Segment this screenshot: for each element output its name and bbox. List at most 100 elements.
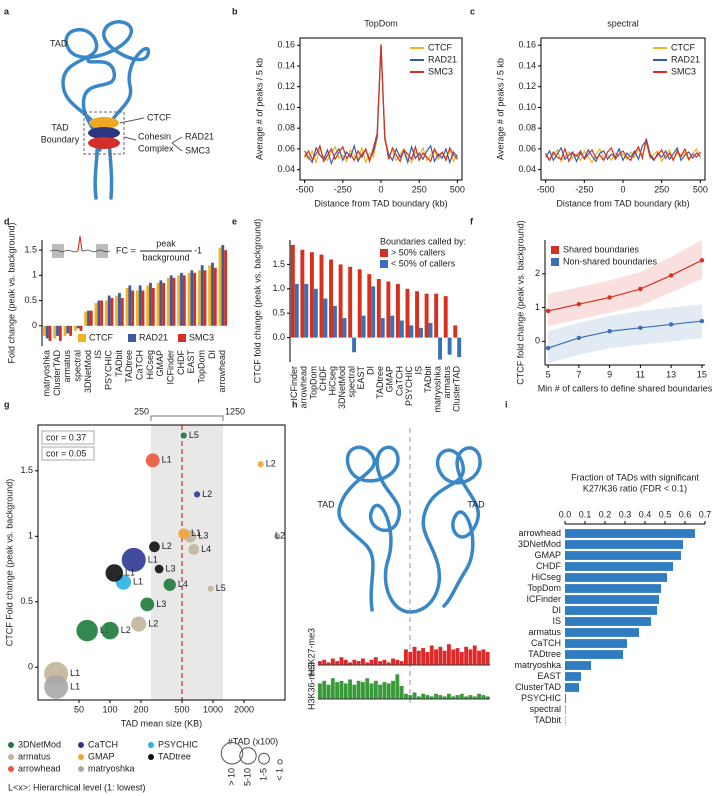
bar: [73, 325, 77, 331]
panel-letter: a: [4, 6, 10, 16]
point: [545, 345, 551, 351]
line: [304, 44, 458, 164]
bar: [329, 259, 333, 338]
track-bar: [395, 674, 400, 699]
track-bar: [391, 658, 395, 665]
panel-letter: d: [4, 216, 10, 226]
point-label: L1: [162, 455, 172, 465]
bar: [84, 311, 88, 326]
track-bar: [468, 649, 473, 665]
track-bar: [326, 684, 331, 699]
x-tick-label: 0.4: [639, 509, 652, 519]
y-tick-label: 0.04: [277, 164, 295, 174]
y-axis-label: Average # of peaks / 5 kb: [495, 58, 505, 160]
track-bar: [472, 696, 477, 699]
track-bar: [322, 659, 327, 665]
y-tick-label: 0.06: [518, 143, 536, 153]
bar: [169, 275, 173, 326]
x-tick-label: -500: [296, 184, 314, 194]
track-bar: [373, 657, 378, 665]
legend-label: > 50% callers: [391, 247, 446, 257]
bar: [565, 683, 579, 692]
bar: [100, 300, 104, 326]
panel-letter: c: [470, 6, 475, 16]
size-legend-circle: [258, 752, 270, 765]
y-tick-label: 0.08: [277, 123, 295, 133]
cohesin-label: Cohesin: [138, 131, 171, 141]
panel-letter: g: [4, 399, 10, 409]
bar: [131, 290, 135, 326]
bar: [565, 639, 627, 648]
bar: [213, 267, 217, 326]
x-tick-label: EAST: [186, 350, 196, 374]
y-tick-label: CaTCH: [531, 638, 561, 648]
point: [668, 322, 674, 327]
track-bar: [408, 652, 413, 665]
bar: [107, 295, 111, 326]
legend-label: < 50% of callers: [391, 258, 456, 268]
track-bar: [412, 646, 417, 665]
leader-line: [171, 142, 183, 152]
bar: [221, 245, 225, 326]
y-tick-label: 0.0: [272, 332, 285, 342]
point-label: L4: [178, 579, 188, 589]
x-tick-label: 500: [174, 704, 189, 714]
x-tick-label: TADbit: [114, 350, 124, 377]
bar: [197, 270, 201, 326]
y-axis-label: CTCF fold change (peak vs. background): [515, 220, 525, 385]
y-tick-label: 2: [535, 268, 540, 278]
track-bar: [438, 646, 443, 665]
track-bar: [481, 649, 486, 665]
track-bar: [459, 652, 464, 665]
track-bar: [335, 682, 340, 699]
y-tick-label: 0.12: [518, 81, 536, 91]
legend-label: Non-shared boundaries: [563, 256, 658, 266]
track-bar: [438, 695, 443, 699]
y-tick-label: 0.5: [20, 596, 33, 606]
x-tick-label: ClusterTAD: [52, 350, 62, 396]
legend-label: armatus: [18, 751, 51, 761]
track-bar: [434, 649, 438, 665]
size-legend-label: > 10: [226, 768, 236, 786]
x-tick-label: ICFinder: [289, 366, 299, 401]
bar: [115, 295, 119, 326]
x-axis-label: TAD mean size (KB): [121, 718, 202, 728]
bar: [565, 595, 659, 604]
y-tick-label: 0.04: [518, 164, 536, 174]
x-tick-label: IS: [93, 350, 103, 359]
bar: [110, 298, 114, 326]
track-bar: [399, 686, 404, 699]
x-tick-label: -500: [537, 184, 555, 194]
bubble: [193, 491, 201, 498]
bubble: [178, 528, 190, 540]
legend-label: CaTCH: [88, 739, 118, 749]
legend-label: RAD21: [428, 54, 457, 64]
legend-label: SMC3: [671, 66, 696, 76]
y-tick-label: 1: [32, 270, 37, 280]
x-tick-label: HiCseg: [327, 366, 337, 396]
x-tick-label: TopDom: [197, 350, 207, 384]
legend-label: Shared boundaries: [563, 244, 640, 254]
range-label: 250: [134, 406, 149, 416]
x-tick-label: 250: [654, 184, 669, 194]
y-axis-label: Fold change (peak vs. background): [6, 222, 16, 363]
bubble: [149, 541, 160, 553]
bar: [333, 305, 337, 338]
y-tick-label: 1.5: [272, 259, 285, 269]
bar: [565, 562, 673, 571]
y-tick-label: 1: [535, 302, 540, 312]
legend-label: CTCF: [671, 42, 695, 52]
chart-title: K27/K36 ratio (FDR < 0.1): [583, 483, 687, 493]
annotation-box: [41, 430, 95, 445]
chromatin-fiber: [337, 445, 412, 614]
track-bar: [468, 695, 473, 699]
track-bar: [429, 696, 434, 699]
x-tick-label: 7: [576, 369, 581, 379]
point-label: L3: [156, 599, 166, 609]
y-axis-label: CTCF Fold change (peak vs. background): [4, 479, 14, 647]
bar: [565, 628, 639, 637]
legend-label: RAD21: [139, 332, 168, 342]
bar: [348, 266, 353, 338]
bar: [190, 270, 194, 326]
bar: [565, 540, 683, 549]
